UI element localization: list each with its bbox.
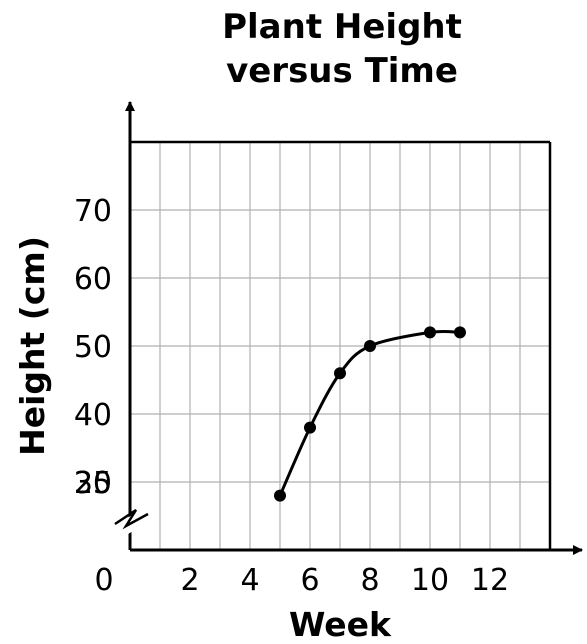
chart-title-line-1: Plant Height [222,7,462,47]
x-tick-label: 0 [94,563,113,598]
chart-title-line-2: versus Time [226,51,458,91]
x-tick-label: 10 [411,563,449,598]
data-point [424,326,436,339]
x-tick-label: 12 [471,563,509,598]
y-tick-label: 40 [74,398,112,433]
data-point [274,489,286,502]
data-points [274,326,466,502]
x-axis-title: Week [289,605,392,644]
y-tick-label: 30 [74,466,112,501]
x-tick-label: 6 [300,563,319,598]
grid-lines [130,142,550,550]
data-point [304,421,316,434]
y-tick-label: 70 [74,194,112,229]
y-tick-label: 25 [74,466,112,501]
x-tick-label: 4 [240,563,259,598]
y-tick-label: 50 [74,330,112,365]
y-axis-break-zigzag [114,508,149,530]
x-tick-label: 8 [360,563,379,598]
x-tick-label: 2 [180,563,199,598]
data-point [454,326,466,339]
y-axis-title: Height (cm) [13,236,52,456]
data-point [364,340,376,352]
y-tick-label: 60 [74,262,112,297]
data-point [334,367,346,380]
x-tick-labels: 0 2 4 6 8 10 12 [94,563,509,598]
